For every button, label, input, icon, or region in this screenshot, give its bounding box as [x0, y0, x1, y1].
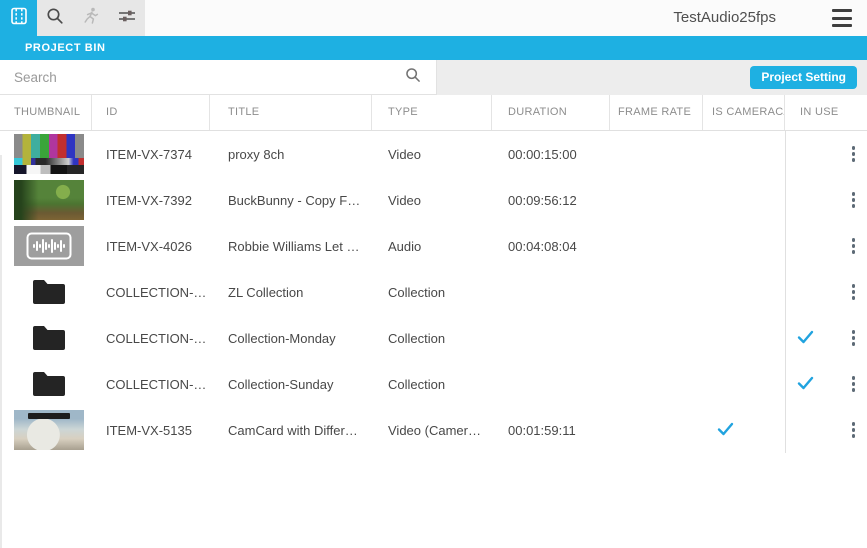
magnifier-icon[interactable] — [404, 66, 422, 89]
table-row[interactable]: ITEM-VX-4026 Robbie Williams Let … Audio… — [0, 223, 867, 269]
cell-is-cameracard — [703, 422, 785, 439]
table-row[interactable]: ITEM-VX-7392 BuckBunny - Copy F… Video 0… — [0, 177, 867, 223]
cell-type: Audio — [388, 238, 422, 254]
project-title: TestAudio25fps — [673, 9, 776, 26]
cell-id: ITEM-VX-4026 — [106, 238, 192, 254]
search-icon — [45, 6, 65, 31]
cell-id: ITEM-VX-7374 — [106, 146, 192, 162]
cell-type: Video (Camer… — [388, 422, 481, 438]
cell-duration: 00:04:08:04 — [508, 238, 577, 254]
kebab-menu-icon[interactable] — [845, 177, 867, 223]
col-header-duration[interactable]: DURATION — [492, 95, 610, 130]
audio-waveform-thumbnail[interactable] — [14, 226, 84, 266]
table-row[interactable]: COLLECTION-… ZL Collection Collection — [0, 269, 867, 315]
cell-id: COLLECTION-… — [106, 330, 207, 346]
panel-header: PROJECT BIN — [0, 36, 867, 60]
check-icon — [797, 330, 814, 347]
cell-title: Collection-Monday — [228, 330, 336, 346]
cell-title: BuckBunny - Copy F… — [228, 192, 361, 208]
search-tab-button[interactable] — [37, 0, 73, 36]
col-header-frame-rate[interactable]: FRAME RATE — [610, 95, 703, 130]
color-bars-thumbnail[interactable] — [14, 134, 84, 174]
cell-type: Video — [388, 146, 422, 162]
hamburger-menu-icon[interactable] — [832, 9, 852, 27]
col-header-is-cameracard[interactable]: IS CAMERACARD — [703, 95, 785, 130]
project-setting-button[interactable]: Project Setting — [750, 66, 857, 89]
tab-project-bin[interactable] — [0, 0, 37, 36]
folder-icon[interactable] — [14, 277, 84, 307]
character-video-thumbnail[interactable] — [14, 410, 84, 450]
search-input[interactable]: Search — [0, 60, 437, 95]
table-header-row: THUMBNAIL ID TITLE TYPE DURATION FRAME R… — [0, 95, 867, 131]
cell-title: Collection-Sunday — [228, 376, 334, 392]
filters-tab-button[interactable] — [109, 0, 145, 36]
kebab-menu-icon[interactable] — [845, 315, 867, 361]
project-bin-table: THUMBNAIL ID TITLE TYPE DURATION FRAME R… — [0, 95, 867, 548]
in-use-column-divider — [785, 131, 786, 453]
kebab-menu-icon[interactable] — [845, 131, 867, 177]
col-header-thumbnail[interactable]: THUMBNAIL — [0, 95, 92, 130]
check-icon — [717, 422, 734, 439]
search-row: Search Project Setting — [0, 60, 867, 95]
col-header-actions — [845, 95, 867, 130]
kebab-menu-icon[interactable] — [845, 407, 867, 453]
cell-title: CamCard with Differ… — [228, 422, 358, 438]
cell-id: COLLECTION-… — [106, 284, 207, 300]
cell-in-use — [785, 330, 845, 347]
filmstrip-icon — [9, 6, 29, 31]
cell-duration: 00:00:15:00 — [508, 146, 577, 162]
folder-icon[interactable] — [14, 323, 84, 353]
check-icon — [797, 376, 814, 393]
cell-type: Collection — [388, 376, 446, 392]
toolbar-tab-strip — [0, 0, 145, 36]
top-bar: TestAudio25fps — [0, 0, 867, 36]
col-header-title[interactable]: TITLE — [210, 95, 372, 130]
running-person-icon — [81, 6, 101, 31]
col-header-in-use[interactable]: IN USE — [800, 106, 839, 118]
cell-id: ITEM-VX-5135 — [106, 422, 192, 438]
cell-in-use — [785, 376, 845, 393]
folder-icon[interactable] — [14, 369, 84, 399]
cell-type: Video — [388, 192, 422, 208]
process-tab-button[interactable] — [73, 0, 109, 36]
table-row[interactable]: ITEM-VX-7374 proxy 8ch Video 00:00:15:00 — [0, 131, 867, 177]
cell-id: COLLECTION-… — [106, 376, 207, 392]
cell-type: Collection — [388, 284, 446, 300]
kebab-menu-icon[interactable] — [845, 361, 867, 407]
cell-id: ITEM-VX-7392 — [106, 192, 192, 208]
table-row[interactable]: COLLECTION-… Collection-Monday Collectio… — [0, 315, 867, 361]
cell-duration: 00:09:56:12 — [508, 192, 577, 208]
kebab-menu-icon[interactable] — [845, 223, 867, 269]
col-header-type[interactable]: TYPE — [372, 95, 492, 130]
left-edge-divider — [0, 155, 2, 548]
forest-video-thumbnail[interactable] — [14, 180, 84, 220]
cell-type: Collection — [388, 330, 446, 346]
table-row[interactable]: COLLECTION-… Collection-Sunday Collectio… — [0, 361, 867, 407]
col-header-id[interactable]: ID — [92, 95, 210, 130]
cell-title: proxy 8ch — [228, 146, 285, 162]
sliders-icon — [116, 6, 138, 31]
cell-title: ZL Collection — [228, 284, 304, 300]
cell-duration: 00:01:59:11 — [508, 422, 576, 438]
table-row[interactable]: ITEM-VX-5135 CamCard with Differ… Video … — [0, 407, 867, 453]
search-placeholder: Search — [14, 69, 57, 85]
kebab-menu-icon[interactable] — [845, 269, 867, 315]
cell-title: Robbie Williams Let … — [228, 238, 360, 254]
